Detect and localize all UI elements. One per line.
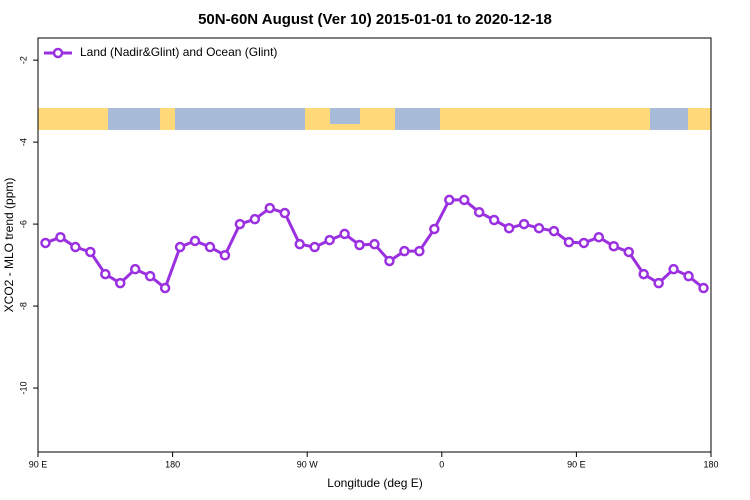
- data-point: [533, 222, 545, 234]
- data-point: [249, 213, 261, 225]
- data-point: [668, 263, 679, 275]
- data-point: [189, 235, 201, 247]
- plot-frame: [37, 37, 712, 453]
- data-point: [638, 268, 649, 280]
- data-point: [324, 234, 335, 246]
- data-point: [623, 246, 634, 258]
- map-ocean: [175, 108, 305, 130]
- data-point: [429, 223, 440, 235]
- data-point: [234, 218, 246, 230]
- data-point: [444, 194, 455, 206]
- data-point: [55, 231, 66, 243]
- data-point: [563, 236, 575, 248]
- x-tick-label: 0: [439, 459, 444, 469]
- data-point: [309, 241, 320, 253]
- data-point: [593, 231, 605, 243]
- data-point: [414, 245, 425, 257]
- map-ocean: [650, 108, 688, 130]
- legend-marker: [52, 47, 64, 59]
- chart-title: 50N-60N August (Ver 10) 2015-01-01 to 20…: [198, 11, 552, 28]
- data-point: [100, 268, 111, 280]
- map-ocean: [108, 108, 160, 130]
- x-axis-label: Longitude (deg E): [327, 476, 422, 490]
- data-point: [698, 282, 709, 294]
- data-point: [578, 237, 590, 249]
- x-tick-label: 180: [165, 459, 180, 469]
- data-point: [369, 238, 380, 250]
- x-tick-label: 180: [703, 459, 718, 469]
- data-point: [279, 207, 291, 219]
- data-point: [399, 245, 410, 257]
- data-point: [384, 255, 395, 267]
- data-point: [458, 194, 470, 206]
- data-point: [339, 228, 350, 240]
- data-point: [264, 202, 276, 214]
- data-point: [473, 206, 485, 218]
- data-point: [518, 218, 530, 230]
- map-ocean: [330, 108, 360, 124]
- data-point: [204, 241, 216, 253]
- data-point: [159, 282, 171, 294]
- map-ocean: [395, 108, 440, 130]
- data-point: [85, 246, 96, 258]
- y-axis-label: XCO2 - MLO trend (ppm): [2, 178, 16, 313]
- data-point: [219, 249, 231, 261]
- data-point: [144, 270, 156, 282]
- x-tick-label: 90 E: [29, 459, 48, 469]
- legend-label: Land (Nadir&Glint) and Ocean (Glint): [80, 45, 277, 59]
- data-point: [354, 239, 365, 251]
- data-point: [174, 241, 186, 253]
- y-tick-label: -8: [18, 302, 28, 310]
- map-band: [38, 108, 711, 130]
- y-tick-label: -2: [18, 56, 28, 64]
- data-point: [608, 240, 620, 252]
- data-point: [683, 270, 694, 282]
- x-tick-label: 90 W: [297, 459, 319, 469]
- data-point: [70, 241, 81, 253]
- data-point: [503, 222, 515, 234]
- y-tick-label: -4: [18, 138, 28, 146]
- data-point: [488, 214, 500, 226]
- data-point: [548, 225, 560, 237]
- y-tick-label: -10: [18, 382, 28, 395]
- x-tick-label: 90 E: [567, 459, 586, 469]
- data-point: [294, 238, 305, 250]
- data-point: [653, 277, 664, 289]
- data-point: [40, 237, 51, 249]
- y-tick-label: -6: [18, 220, 28, 228]
- data-point: [129, 263, 141, 275]
- data-point: [115, 277, 126, 289]
